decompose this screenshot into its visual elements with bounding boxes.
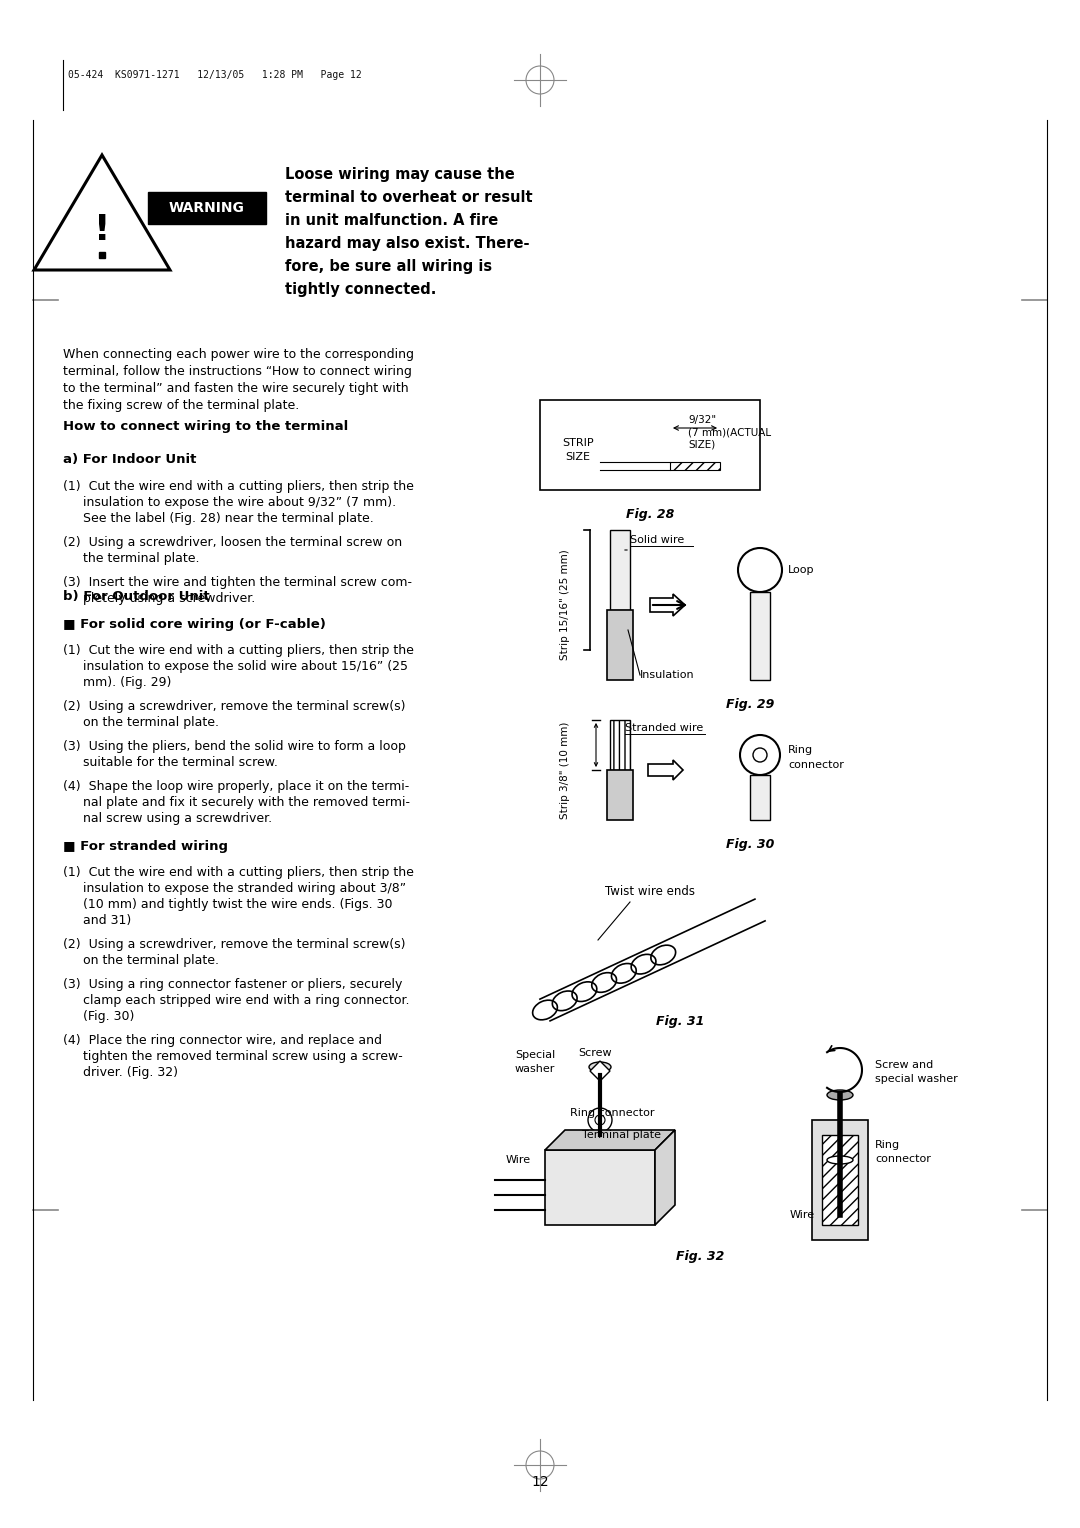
Text: terminal to overheat or result: terminal to overheat or result bbox=[285, 189, 532, 205]
Text: and 31): and 31) bbox=[63, 914, 132, 927]
Text: Loose wiring may cause the: Loose wiring may cause the bbox=[285, 167, 515, 182]
Text: (2)  Using a screwdriver, loosen the terminal screw on: (2) Using a screwdriver, loosen the term… bbox=[63, 536, 402, 549]
Text: (2)  Using a screwdriver, remove the terminal screw(s): (2) Using a screwdriver, remove the term… bbox=[63, 700, 405, 714]
Text: Ring connector: Ring connector bbox=[570, 1108, 654, 1118]
Text: driver. (Fig. 32): driver. (Fig. 32) bbox=[63, 1067, 178, 1079]
Bar bbox=[148, 193, 266, 225]
Text: Fig. 28: Fig. 28 bbox=[625, 507, 674, 521]
Text: Terminal plate: Terminal plate bbox=[582, 1131, 661, 1140]
Ellipse shape bbox=[827, 1089, 853, 1100]
Text: See the label (Fig. 28) near the terminal plate.: See the label (Fig. 28) near the termina… bbox=[63, 512, 374, 526]
Text: tighten the removed terminal screw using a screw-: tighten the removed terminal screw using… bbox=[63, 1050, 403, 1063]
Text: (Fig. 30): (Fig. 30) bbox=[63, 1010, 134, 1024]
Text: (4)  Place the ring connector wire, and replace and: (4) Place the ring connector wire, and r… bbox=[63, 1034, 382, 1047]
Text: 9/32": 9/32" bbox=[688, 416, 716, 425]
Text: Screw and: Screw and bbox=[875, 1060, 933, 1070]
Text: terminal, follow the instructions “How to connect wiring: terminal, follow the instructions “How t… bbox=[63, 365, 411, 377]
FancyArrow shape bbox=[648, 759, 683, 779]
Ellipse shape bbox=[589, 1062, 611, 1073]
Text: connector: connector bbox=[788, 759, 843, 770]
Text: clamp each stripped wire end with a ring connector.: clamp each stripped wire end with a ring… bbox=[63, 995, 409, 1007]
Bar bbox=[610, 530, 630, 610]
Bar bbox=[750, 591, 770, 680]
Text: ■ For stranded wiring: ■ For stranded wiring bbox=[63, 840, 228, 853]
Text: insulation to expose the solid wire about 15/16” (25: insulation to expose the solid wire abou… bbox=[63, 660, 408, 672]
Text: Fig. 29: Fig. 29 bbox=[726, 698, 774, 711]
Text: SIZE): SIZE) bbox=[688, 439, 715, 449]
Text: connector: connector bbox=[875, 1154, 931, 1164]
Bar bbox=[750, 775, 770, 821]
Text: on the terminal plate.: on the terminal plate. bbox=[63, 717, 219, 729]
Text: Strip 15/16" (25 mm): Strip 15/16" (25 mm) bbox=[561, 550, 570, 660]
Text: the fixing screw of the terminal plate.: the fixing screw of the terminal plate. bbox=[63, 399, 299, 413]
Text: (1)  Cut the wire end with a cutting pliers, then strip the: (1) Cut the wire end with a cutting plie… bbox=[63, 480, 414, 494]
Polygon shape bbox=[654, 1131, 675, 1225]
Text: (3)  Using the pliers, bend the solid wire to form a loop: (3) Using the pliers, bend the solid wir… bbox=[63, 740, 406, 753]
Text: insulation to expose the stranded wiring about 3/8”: insulation to expose the stranded wiring… bbox=[63, 882, 406, 895]
Text: Fig. 32: Fig. 32 bbox=[676, 1250, 725, 1264]
Text: Fig. 30: Fig. 30 bbox=[726, 837, 774, 851]
Bar bbox=[99, 252, 105, 258]
Text: pletely using a screwdriver.: pletely using a screwdriver. bbox=[63, 591, 255, 605]
Text: WARNING: WARNING bbox=[170, 202, 245, 215]
Text: STRIP: STRIP bbox=[563, 439, 594, 448]
Text: Insulation: Insulation bbox=[640, 669, 694, 680]
Text: (7 mm)(ACTUAL: (7 mm)(ACTUAL bbox=[688, 426, 771, 437]
Text: Special: Special bbox=[515, 1050, 555, 1060]
Text: How to connect wiring to the terminal: How to connect wiring to the terminal bbox=[63, 420, 348, 432]
Text: (2)  Using a screwdriver, remove the terminal screw(s): (2) Using a screwdriver, remove the term… bbox=[63, 938, 405, 950]
Text: Twist wire ends: Twist wire ends bbox=[605, 885, 696, 898]
Text: tightly connected.: tightly connected. bbox=[285, 283, 436, 296]
Text: suitable for the terminal screw.: suitable for the terminal screw. bbox=[63, 756, 278, 769]
Text: (4)  Shape the loop wire properly, place it on the termi-: (4) Shape the loop wire properly, place … bbox=[63, 779, 409, 793]
Text: Wire: Wire bbox=[789, 1210, 815, 1219]
Text: Solid wire: Solid wire bbox=[630, 535, 685, 545]
Text: Stranded wire: Stranded wire bbox=[625, 723, 703, 733]
Text: (1)  Cut the wire end with a cutting pliers, then strip the: (1) Cut the wire end with a cutting plie… bbox=[63, 866, 414, 879]
Text: When connecting each power wire to the corresponding: When connecting each power wire to the c… bbox=[63, 348, 414, 361]
Bar bbox=[540, 400, 760, 490]
Text: Wire: Wire bbox=[507, 1155, 531, 1164]
Text: Screw: Screw bbox=[578, 1048, 611, 1057]
Bar bbox=[822, 1135, 858, 1225]
Text: Loop: Loop bbox=[788, 565, 814, 575]
Text: nal plate and fix it securely with the removed termi-: nal plate and fix it securely with the r… bbox=[63, 796, 410, 808]
Text: b) For Outdoor Unit: b) For Outdoor Unit bbox=[63, 590, 210, 604]
Text: (10 mm) and tightly twist the wire ends. (Figs. 30: (10 mm) and tightly twist the wire ends.… bbox=[63, 898, 392, 911]
Text: Ring: Ring bbox=[788, 746, 813, 755]
Text: SIZE: SIZE bbox=[566, 452, 591, 461]
Text: fore, be sure all wiring is: fore, be sure all wiring is bbox=[285, 260, 492, 274]
Bar bbox=[607, 770, 633, 821]
Bar bbox=[610, 720, 630, 770]
Polygon shape bbox=[545, 1131, 675, 1151]
Bar bbox=[545, 1151, 654, 1225]
Text: !: ! bbox=[94, 212, 110, 248]
Text: washer: washer bbox=[515, 1063, 555, 1074]
Text: (1)  Cut the wire end with a cutting pliers, then strip the: (1) Cut the wire end with a cutting plie… bbox=[63, 643, 414, 657]
Bar bbox=[670, 461, 720, 471]
Text: 12: 12 bbox=[531, 1475, 549, 1488]
Text: Strip 3/8" (10 mm): Strip 3/8" (10 mm) bbox=[561, 721, 570, 819]
Text: 05-424  KS0971-1271   12/13/05   1:28 PM   Page 12: 05-424 KS0971-1271 12/13/05 1:28 PM Page… bbox=[68, 70, 362, 79]
Text: nal screw using a screwdriver.: nal screw using a screwdriver. bbox=[63, 811, 272, 825]
Text: ■ For solid core wiring (or F-cable): ■ For solid core wiring (or F-cable) bbox=[63, 617, 326, 631]
Text: hazard may also exist. There-: hazard may also exist. There- bbox=[285, 235, 529, 251]
Bar bbox=[607, 610, 633, 680]
Text: Ring: Ring bbox=[875, 1140, 900, 1151]
Polygon shape bbox=[590, 1060, 610, 1080]
Text: (3)  Insert the wire and tighten the terminal screw com-: (3) Insert the wire and tighten the term… bbox=[63, 576, 411, 588]
Text: in unit malfunction. A fire: in unit malfunction. A fire bbox=[285, 212, 498, 228]
Text: mm). (Fig. 29): mm). (Fig. 29) bbox=[63, 675, 172, 689]
Text: on the terminal plate.: on the terminal plate. bbox=[63, 953, 219, 967]
Text: insulation to expose the wire about 9/32” (7 mm).: insulation to expose the wire about 9/32… bbox=[63, 497, 396, 509]
Text: the terminal plate.: the terminal plate. bbox=[63, 552, 200, 565]
Text: Fig. 31: Fig. 31 bbox=[656, 1015, 704, 1028]
Text: a) For Indoor Unit: a) For Indoor Unit bbox=[63, 452, 197, 466]
FancyArrow shape bbox=[650, 594, 685, 616]
Text: special washer: special washer bbox=[875, 1074, 958, 1083]
Bar bbox=[812, 1120, 868, 1241]
Ellipse shape bbox=[827, 1157, 853, 1164]
Text: to the terminal” and fasten the wire securely tight with: to the terminal” and fasten the wire sec… bbox=[63, 382, 408, 396]
Text: (3)  Using a ring connector fastener or pliers, securely: (3) Using a ring connector fastener or p… bbox=[63, 978, 403, 992]
